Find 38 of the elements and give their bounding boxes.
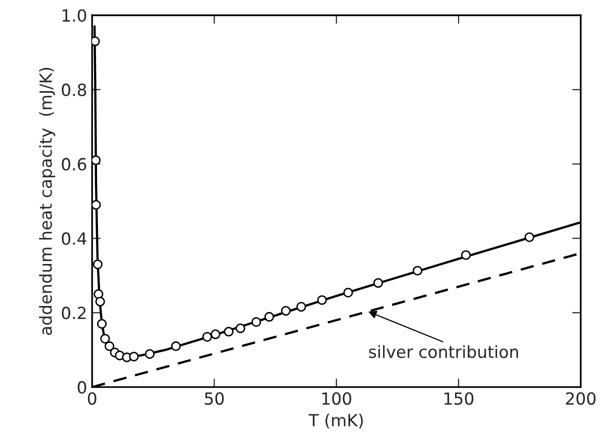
y-tick-label: 0 xyxy=(78,381,86,394)
point xyxy=(224,326,234,337)
y-tick-label: 1.0 xyxy=(62,9,86,22)
point xyxy=(236,323,246,334)
point xyxy=(100,334,110,344)
point xyxy=(97,319,107,329)
point xyxy=(343,288,354,298)
point xyxy=(251,317,262,327)
point xyxy=(412,266,422,276)
x-tick-label: 100 xyxy=(322,392,352,405)
annotation: silver contribution xyxy=(369,345,518,358)
x-tick-label: 50 xyxy=(204,392,224,405)
y-axis-title: addendum heat capacity (mJ/K) xyxy=(39,68,56,335)
point xyxy=(296,302,306,312)
x-axis-title: T (mK) xyxy=(308,414,363,428)
point xyxy=(95,296,106,306)
point xyxy=(92,200,101,210)
point xyxy=(171,341,181,352)
x-tick-label: 150 xyxy=(444,392,474,405)
point xyxy=(264,312,274,322)
point xyxy=(92,155,101,166)
point xyxy=(129,352,139,362)
x-tick-label: 200 xyxy=(566,392,596,405)
x-tick-label: 0 xyxy=(88,392,96,405)
point xyxy=(461,250,471,260)
point xyxy=(210,329,220,340)
y-tick-label: 0.8 xyxy=(62,84,86,96)
y-tick-label: 0.6 xyxy=(62,158,86,171)
point xyxy=(104,341,114,352)
point xyxy=(144,349,155,359)
point xyxy=(524,232,534,242)
y-tick-label: 0.4 xyxy=(62,232,86,245)
y-tick-label: 0.2 xyxy=(62,306,86,320)
point xyxy=(373,278,384,288)
point xyxy=(92,260,103,270)
point xyxy=(202,332,212,342)
point xyxy=(317,295,327,305)
point xyxy=(280,306,291,316)
